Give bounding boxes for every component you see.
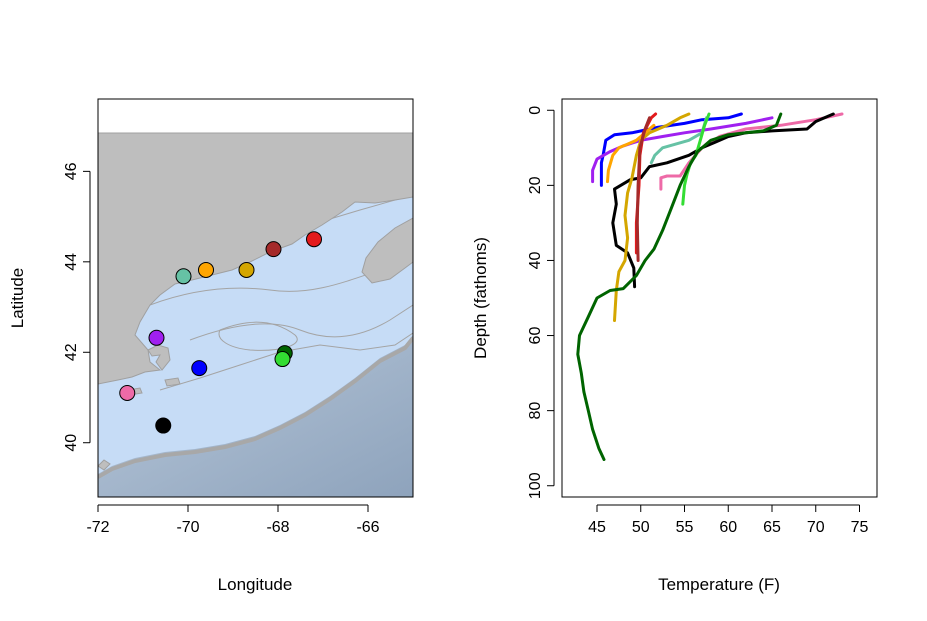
map-land-nova-scotia	[361, 217, 413, 284]
map-isobath-2	[189, 304, 413, 341]
station-point	[198, 261, 214, 278]
profile-x-tick-label: 50	[632, 519, 650, 536]
map-land-cape-cod	[147, 344, 171, 371]
map-x-tick-label: -68	[266, 519, 289, 536]
map-y-axis: 40 42 44 46	[63, 162, 91, 452]
profile-x-axis: 45 50 55 60 65 70 75	[588, 504, 869, 536]
map-y-tick-label: 46	[63, 162, 80, 180]
map-land-long-island	[98, 459, 111, 471]
map-land-mainland	[98, 132, 413, 385]
map-isobath-1	[159, 332, 413, 391]
map-deep-ocean	[98, 335, 413, 497]
profile-series-line	[659, 112, 844, 191]
map-panel: -72 -70 -68 -66 40 42 44 46 Longitude Latitude	[8, 98, 414, 594]
profile-y-tick-label: 100	[527, 472, 544, 499]
profile-x-axis-title: Temperature (F)	[658, 575, 780, 594]
map-shelf-break	[98, 336, 413, 479]
profile-series-line	[599, 112, 743, 187]
profile-series-line	[635, 116, 651, 262]
profile-y-tick-label: 0	[527, 106, 544, 115]
station-point	[175, 268, 192, 285]
profile-x-tick-label: 65	[763, 519, 781, 536]
map-x-tick-label: -70	[176, 519, 199, 536]
map-y-tick-label: 42	[63, 343, 80, 361]
map-x-tick-label: -66	[356, 519, 379, 536]
profile-x-tick-label: 75	[851, 519, 869, 536]
map-y-tick-label: 40	[63, 434, 80, 452]
profile-series-line	[613, 112, 691, 322]
profile-y-axis: 0 20 40 60 80 100	[527, 106, 555, 499]
profile-y-tick-label: 80	[527, 402, 544, 420]
profile-x-tick-label: 70	[807, 519, 825, 536]
station-point	[191, 360, 208, 377]
profile-x-tick-label: 60	[719, 519, 737, 536]
profile-series-line	[611, 112, 835, 289]
station-point	[306, 231, 322, 248]
profile-y-axis-title: Depth (fathoms)	[471, 237, 490, 359]
profile-y-tick-label: 40	[527, 251, 544, 269]
map-isobath-3	[149, 259, 413, 306]
map-y-tick-label: 44	[63, 253, 80, 271]
profile-panel: 45 50 55 60 65 70 75 0 20 40 60 80 100 Temperature …	[471, 98, 878, 594]
map-points	[119, 231, 322, 434]
station-point	[265, 241, 282, 258]
station-point	[148, 329, 165, 346]
profile-x-tick-label: 55	[676, 519, 694, 536]
map-land-nantucket	[164, 377, 181, 387]
map-x-axis: -72 -70 -68 -66	[86, 504, 380, 536]
map-y-axis-title: Latitude	[8, 268, 27, 329]
station-point	[238, 261, 255, 278]
map-background	[98, 99, 413, 497]
profile-x-tick-label: 45	[588, 519, 606, 536]
profile-y-tick-label: 60	[527, 327, 544, 345]
profile-plot-frame	[561, 98, 878, 498]
profile-series-line	[681, 112, 711, 206]
station-point	[119, 384, 136, 401]
map-plot-frame	[97, 98, 414, 498]
map-x-axis-title: Longitude	[218, 575, 293, 594]
map-x-tick-label: -72	[86, 519, 109, 536]
station-point	[155, 417, 172, 434]
map-isobath-georges	[218, 321, 298, 351]
profile-y-tick-label: 20	[527, 176, 544, 194]
station-point	[274, 351, 291, 368]
profile-series-line	[576, 112, 783, 461]
profile-lines	[576, 112, 844, 461]
